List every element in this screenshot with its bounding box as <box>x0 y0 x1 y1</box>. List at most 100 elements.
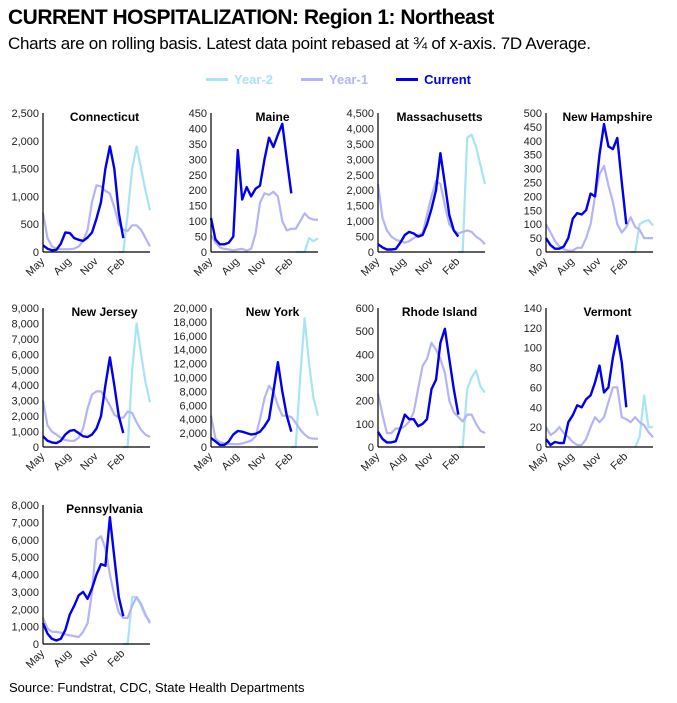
y-tick-label: 1,500 <box>11 164 39 176</box>
y-tick-label: 7,000 <box>11 334 39 346</box>
y-tick-label: 50 <box>530 233 542 245</box>
legend-label: Current <box>424 72 472 87</box>
x-tick-label: Aug <box>52 256 74 278</box>
x-tick-label: Nov <box>246 450 269 473</box>
series-line-current <box>42 145 125 252</box>
series-line-year-1 <box>210 190 318 252</box>
chart-panel-connecticut: Connecticut 0 500 1,000 1,500 2,000 2,500 May Au… <box>11 108 152 279</box>
y-tick-label: 7,000 <box>11 517 39 529</box>
y-tick-label: 4,500 <box>346 108 374 120</box>
legend-item-year-1: Year-1 <box>301 72 368 87</box>
series-line-current <box>377 152 460 251</box>
x-tick-label: Feb <box>105 256 127 278</box>
y-tick-label: 4,000 <box>346 123 374 135</box>
series-line-current <box>41 516 125 642</box>
x-tick-label: Feb <box>105 648 127 670</box>
y-tick-label: 0 <box>536 247 542 259</box>
y-tick-label: 6,000 <box>11 535 39 547</box>
y-tick-label: 200 <box>356 396 374 408</box>
x-tick-label: Aug <box>555 451 577 473</box>
y-tick-label: 450 <box>524 122 542 134</box>
y-tick-label: 500 <box>356 326 374 338</box>
page-subtitle: Charts are on rolling basis. Latest data… <box>8 34 591 53</box>
y-tick-label: 40 <box>530 402 542 414</box>
y-tick-label: 100 <box>189 216 207 228</box>
y-tick-label: 100 <box>524 343 542 355</box>
x-tick-label: Feb <box>273 451 295 473</box>
y-tick-label: 18,000 <box>173 317 207 329</box>
y-tick-label: 350 <box>524 150 542 162</box>
panel-title: Maine <box>255 110 289 124</box>
y-tick-label: 6,000 <box>179 400 207 412</box>
y-tick-label: 0 <box>536 442 542 454</box>
y-tick-label: 0 <box>33 442 39 454</box>
series-line-year-2 <box>123 322 152 449</box>
y-tick-label: 14,000 <box>173 345 207 357</box>
series-line-year-2 <box>118 145 152 254</box>
y-tick-label: 0 <box>33 247 39 259</box>
series-line-current <box>209 122 293 246</box>
chart-panel-pennsylvania: Pennsylvania 0 1,000 2,000 3,000 4,000 5,000 6,… <box>11 500 151 671</box>
series-line-year-2 <box>458 133 487 254</box>
series-line-current <box>376 327 460 444</box>
x-tick-label: May <box>24 647 48 671</box>
y-tick-label: 2,500 <box>11 108 39 120</box>
series-line-year-1 <box>41 535 151 639</box>
panel-title: New Jersey <box>71 305 137 319</box>
series-line-current <box>544 122 628 250</box>
series-line-year-2 <box>291 317 320 449</box>
x-tick-label: Aug <box>387 451 409 473</box>
x-tick-label: Feb <box>273 256 295 278</box>
y-tick-label: 150 <box>189 201 207 213</box>
series-line-current <box>210 361 293 447</box>
y-tick-label: 1,000 <box>346 216 374 228</box>
x-tick-label: Feb <box>608 256 630 278</box>
y-tick-label: 1,000 <box>11 622 39 634</box>
series-line-year-2 <box>295 237 319 254</box>
y-tick-label: 300 <box>356 373 374 385</box>
y-tick-label: 250 <box>524 178 542 190</box>
y-tick-label: 300 <box>189 154 207 166</box>
y-tick-label: 2,000 <box>11 136 39 148</box>
x-tick-label: Aug <box>220 451 242 473</box>
x-tick-label: May <box>192 255 216 279</box>
x-tick-label: Aug <box>555 256 577 278</box>
y-tick-label: 0 <box>201 247 207 259</box>
y-tick-label: 12,000 <box>173 359 207 371</box>
y-tick-label: 3,000 <box>346 154 374 166</box>
series-line-year-1 <box>545 164 653 252</box>
y-tick-label: 200 <box>524 191 542 203</box>
legend-swatch <box>396 78 419 81</box>
y-tick-label: 450 <box>189 108 207 120</box>
y-tick-label: 4,000 <box>11 570 39 582</box>
y-tick-label: 16,000 <box>173 331 207 343</box>
y-tick-label: 4,000 <box>11 380 39 392</box>
y-tick-label: 5,000 <box>11 552 39 564</box>
series-line-current <box>42 356 125 445</box>
series-line-year-2 <box>634 394 653 448</box>
y-tick-label: 150 <box>524 205 542 217</box>
y-tick-label: 0 <box>33 639 39 651</box>
x-tick-label: May <box>192 450 216 474</box>
y-tick-label: 60 <box>530 382 542 394</box>
y-tick-label: 300 <box>524 164 542 176</box>
y-tick-label: 0 <box>368 442 374 454</box>
x-tick-label: Nov <box>581 450 604 473</box>
panel-title: Pennsylvania <box>66 502 143 516</box>
panel-title: Vermont <box>583 305 631 319</box>
y-tick-label: 100 <box>356 419 374 431</box>
series-line-current <box>545 334 628 447</box>
y-tick-label: 600 <box>356 303 374 315</box>
y-tick-label: 1,000 <box>11 427 39 439</box>
panel-title: Rhode Island <box>402 305 477 319</box>
x-tick-label: Aug <box>52 451 74 473</box>
y-tick-label: 6,000 <box>11 349 39 361</box>
x-tick-label: Nov <box>413 450 436 473</box>
y-tick-label: 0 <box>201 442 207 454</box>
x-tick-label: Nov <box>78 450 101 473</box>
x-tick-label: May <box>24 255 48 279</box>
y-tick-label: 500 <box>356 232 374 244</box>
y-tick-label: 400 <box>356 349 374 361</box>
